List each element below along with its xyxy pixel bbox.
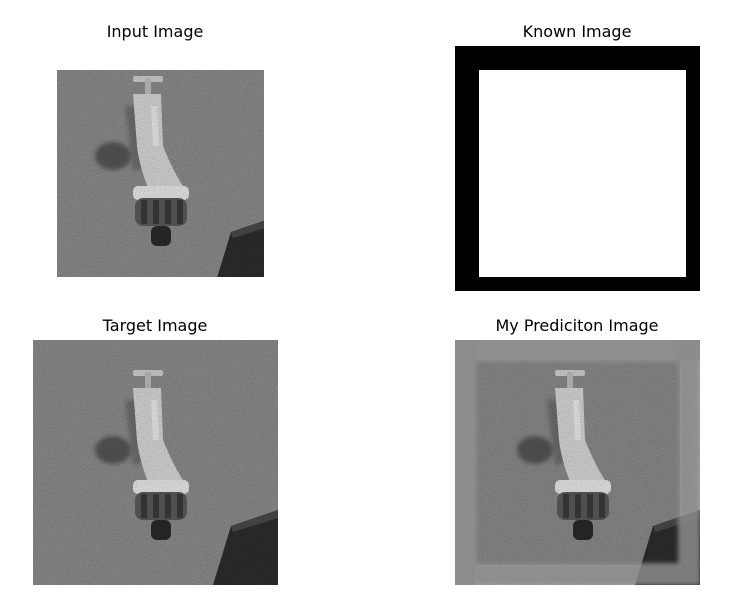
title-input-image: Input Image xyxy=(106,22,204,41)
known-image-mask xyxy=(455,46,700,291)
prediction-image-photo xyxy=(455,340,700,585)
input-image-photo xyxy=(57,70,264,277)
target-image-photo xyxy=(33,340,278,585)
known-image xyxy=(455,46,700,291)
input-image xyxy=(57,70,264,277)
target-image xyxy=(33,340,278,585)
title-target-image: Target Image xyxy=(102,316,208,335)
title-known-image: Known Image xyxy=(522,22,632,41)
title-prediction-image: My Prediciton Image xyxy=(495,316,659,335)
prediction-image xyxy=(455,340,700,585)
